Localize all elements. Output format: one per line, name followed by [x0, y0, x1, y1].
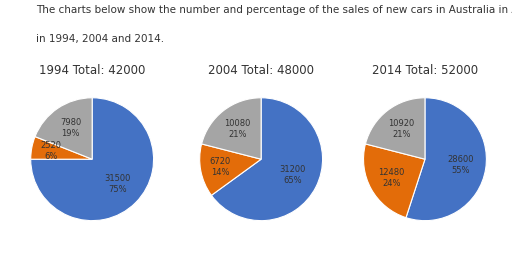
Text: 7980
19%: 7980 19%: [60, 118, 81, 138]
Wedge shape: [200, 144, 261, 195]
Text: The charts below show the number and percentage of the sales of new cars in Aust: The charts below show the number and per…: [36, 5, 512, 15]
Wedge shape: [406, 98, 486, 221]
Wedge shape: [31, 98, 154, 221]
Wedge shape: [366, 98, 425, 159]
Text: 10920
21%: 10920 21%: [389, 119, 415, 139]
Title: 1994 Total: 42000: 1994 Total: 42000: [39, 64, 145, 77]
Text: 31200
65%: 31200 65%: [280, 165, 306, 185]
Wedge shape: [202, 98, 261, 159]
Text: 28600
55%: 28600 55%: [447, 155, 474, 175]
Text: in 1994, 2004 and 2014.: in 1994, 2004 and 2014.: [36, 34, 164, 44]
Wedge shape: [364, 144, 425, 218]
Title: 2004 Total: 48000: 2004 Total: 48000: [208, 64, 314, 77]
Text: 10080
21%: 10080 21%: [225, 119, 251, 139]
Text: 2520
6%: 2520 6%: [40, 141, 61, 162]
Wedge shape: [211, 98, 323, 221]
Title: 2014 Total: 52000: 2014 Total: 52000: [372, 64, 478, 77]
Wedge shape: [35, 98, 92, 159]
Wedge shape: [31, 137, 92, 159]
Text: 31500
75%: 31500 75%: [104, 174, 131, 194]
Text: 6720
14%: 6720 14%: [209, 157, 231, 177]
Text: 12480
24%: 12480 24%: [378, 168, 405, 188]
